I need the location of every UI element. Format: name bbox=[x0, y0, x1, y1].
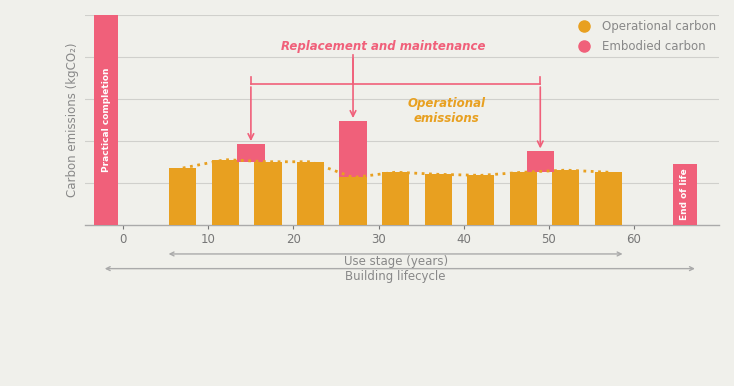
Bar bbox=[170, 168, 197, 225]
Bar bbox=[297, 162, 324, 225]
Bar bbox=[595, 172, 622, 225]
Bar bbox=[527, 151, 554, 172]
Text: Building lifecycle: Building lifecycle bbox=[345, 270, 446, 283]
Bar bbox=[424, 174, 451, 225]
Bar bbox=[254, 162, 282, 225]
Text: Use stage (years): Use stage (years) bbox=[344, 255, 448, 268]
Legend: Operational carbon, Embodied carbon: Operational carbon, Embodied carbon bbox=[569, 17, 719, 56]
Text: Replacement and maintenance: Replacement and maintenance bbox=[280, 40, 485, 53]
Bar bbox=[509, 172, 537, 225]
Bar bbox=[339, 121, 367, 178]
Text: Practical completion: Practical completion bbox=[102, 68, 111, 172]
Bar bbox=[552, 170, 579, 225]
Bar bbox=[467, 175, 494, 225]
Bar bbox=[211, 160, 239, 225]
Bar bbox=[673, 164, 697, 225]
Bar bbox=[339, 178, 367, 225]
Bar bbox=[94, 15, 118, 225]
Text: Operational
emissions: Operational emissions bbox=[407, 97, 486, 125]
Bar bbox=[237, 144, 264, 162]
Y-axis label: Carbon emissions (kgCO₂): Carbon emissions (kgCO₂) bbox=[66, 42, 79, 197]
Text: End of life: End of life bbox=[680, 168, 689, 220]
Bar bbox=[382, 172, 409, 225]
